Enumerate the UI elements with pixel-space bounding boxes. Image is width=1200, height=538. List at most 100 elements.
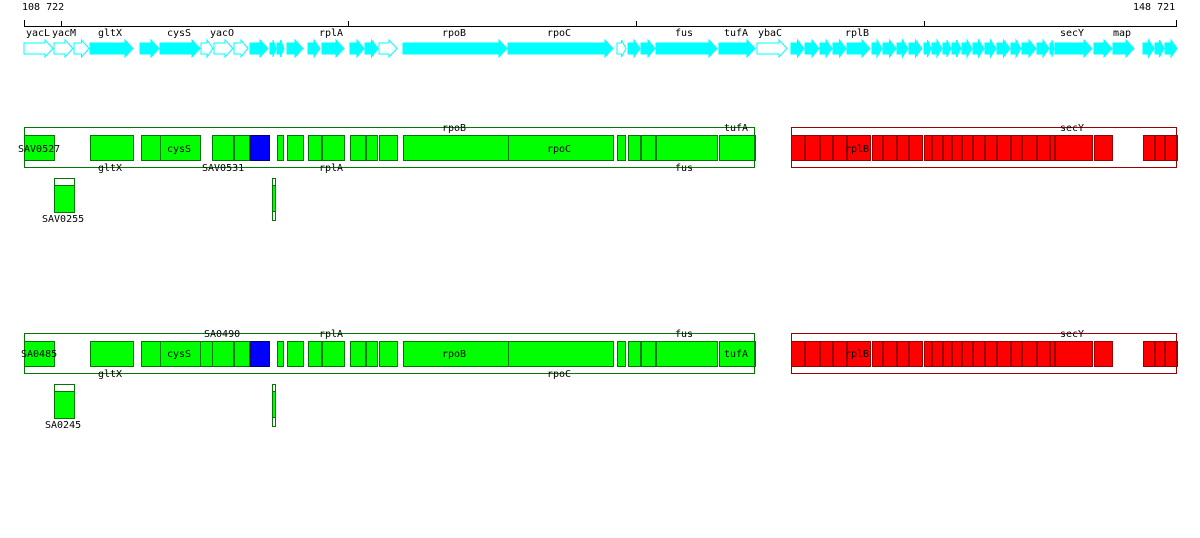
red-block	[962, 341, 973, 367]
red-block	[1022, 341, 1037, 367]
red-block	[1094, 135, 1113, 161]
track1-frame-green	[24, 127, 755, 168]
green-block	[719, 135, 756, 161]
red-block	[997, 135, 1011, 161]
gene-arrow	[1049, 39, 1055, 58]
gene-arrow	[756, 38, 788, 59]
gene-arrow	[804, 38, 820, 59]
red-block	[997, 341, 1011, 367]
red-block	[943, 135, 952, 161]
green-block	[508, 341, 614, 367]
gene-arrow	[249, 38, 269, 59]
red-block	[1037, 135, 1050, 161]
red-block	[1165, 135, 1178, 161]
gene-arrow	[1142, 38, 1155, 59]
green-block	[379, 341, 398, 367]
gene-labels: yacL yacM gltX cysS yacO rplA rpoB rpoC …	[26, 28, 1131, 39]
gene-arrow	[1036, 38, 1050, 59]
track1-frame-red	[791, 127, 1177, 168]
gene-arrow	[1010, 38, 1022, 59]
track1-blocks	[24, 135, 1178, 161]
gene-label-gltx: gltX	[98, 28, 122, 39]
red-block	[791, 135, 805, 161]
green-block	[628, 135, 641, 161]
track1-label-gltx: gltX	[98, 163, 122, 174]
green-block	[308, 135, 322, 161]
track1-aux-small-bar	[272, 185, 276, 212]
gene-arrow	[233, 38, 249, 59]
red-block	[973, 341, 985, 367]
green-block	[141, 341, 161, 367]
gene-label-rpoc: rpoC	[547, 28, 571, 39]
red-block	[1050, 341, 1055, 367]
red-block	[872, 135, 883, 161]
green-block	[656, 135, 718, 161]
gene-arrow	[790, 38, 805, 59]
gene-arrow	[882, 38, 897, 59]
track2-label-rplb: rplB	[845, 349, 869, 360]
track2-label-cyss: cysS	[167, 349, 191, 360]
red-block	[872, 341, 883, 367]
track2-label-rpla: rplA	[319, 329, 343, 340]
gene-label-yaco: yacO	[210, 28, 234, 39]
track1-label-rpla: rplA	[319, 163, 343, 174]
green-block	[366, 135, 378, 161]
gene-arrow	[378, 38, 398, 59]
green-block	[234, 135, 250, 161]
gene-arrow	[961, 38, 973, 59]
green-block	[277, 341, 284, 367]
red-block	[1143, 341, 1155, 367]
gene-arrow	[923, 39, 932, 58]
gene-label-fus: fus	[675, 28, 693, 39]
red-block	[924, 135, 932, 161]
red-block	[1055, 341, 1093, 367]
green-block	[212, 341, 234, 367]
track2-label-secy: secY	[1060, 329, 1084, 340]
track-2: SA0490 rplA fus secY SA0485 cysS rpoB tu…	[21, 329, 1178, 431]
gene-arrow	[307, 38, 321, 59]
track2-blocks	[24, 341, 1178, 367]
gene-arrow	[139, 38, 160, 59]
red-block	[847, 341, 871, 367]
gene-arrow	[718, 38, 756, 59]
gene-arrow	[951, 39, 962, 58]
red-block	[897, 341, 909, 367]
green-block	[277, 135, 284, 161]
track2-label-rpob: rpoB	[442, 349, 466, 360]
red-block	[1022, 135, 1037, 161]
red-block	[847, 135, 871, 161]
green-block	[90, 135, 134, 161]
gene-arrow	[200, 38, 214, 59]
gene-arrow	[640, 38, 656, 59]
gene-arrow	[349, 38, 365, 59]
gene-arrow	[73, 38, 90, 59]
red-block	[962, 135, 973, 161]
track1-aux-label: SAV0255	[42, 214, 84, 225]
green-block	[641, 341, 656, 367]
gene-arrow	[896, 38, 909, 59]
track1-label-fus: fus	[675, 163, 693, 174]
red-block	[932, 135, 943, 161]
gene-arrow	[996, 38, 1011, 59]
end-coordinate: 148 721	[1133, 2, 1175, 13]
green-block	[234, 341, 250, 367]
gene-arrow	[53, 38, 74, 59]
gene-arrow	[871, 38, 883, 59]
gene-label-ybac: ybaC	[758, 28, 782, 39]
green-block	[350, 135, 366, 161]
green-block	[617, 341, 626, 367]
red-block	[909, 341, 923, 367]
red-block	[833, 135, 847, 161]
gene-arrow	[1112, 38, 1135, 59]
red-block	[973, 135, 985, 161]
green-block	[90, 341, 134, 367]
red-block	[820, 135, 833, 161]
ruler	[24, 20, 1177, 27]
blue-block	[250, 135, 270, 161]
green-block	[617, 135, 626, 161]
gene-label-map: map	[1113, 28, 1131, 39]
red-block	[1094, 341, 1113, 367]
track1-aux-bar	[54, 185, 75, 213]
red-block	[1037, 341, 1050, 367]
